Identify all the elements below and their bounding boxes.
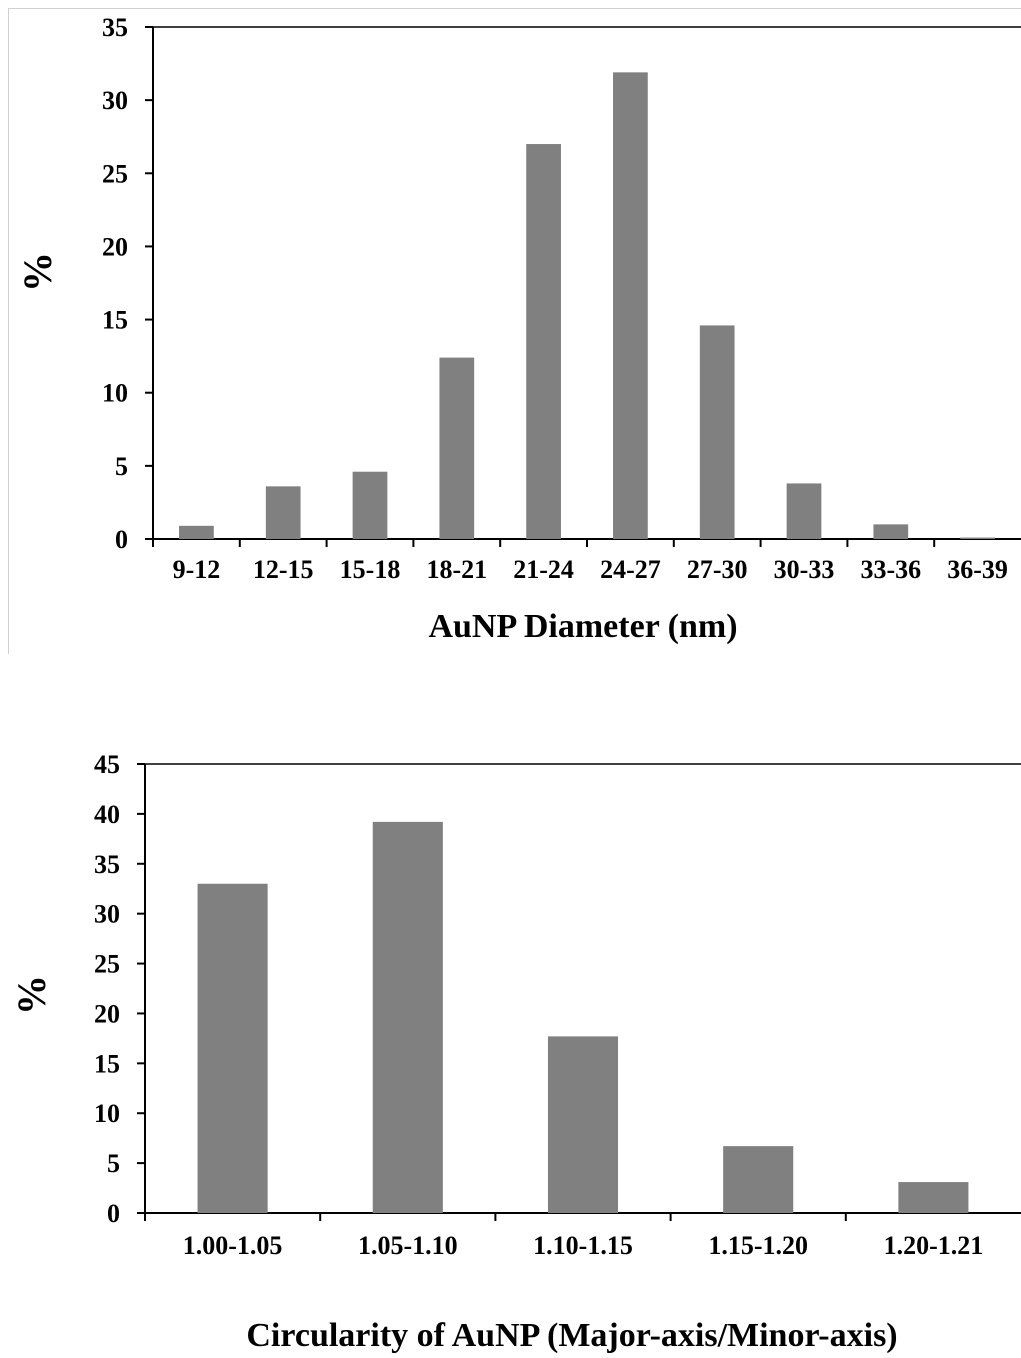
y-tick-label: 10 — [94, 1099, 120, 1128]
y-tick-label: 0 — [107, 1199, 120, 1228]
y-tick-label: 15 — [94, 1049, 120, 1078]
y-tick-label: 5 — [107, 1149, 120, 1178]
circularity-histogram: 0 5 10 15 20 25 30 35 40 45 1.00-1.05 1.05-1.10 1.10… — [9, 750, 1021, 1354]
x-tick-label: 24-27 — [600, 555, 661, 584]
x-tick-label: 15-18 — [340, 555, 401, 584]
bar — [179, 525, 214, 539]
y-tick-label: 35 — [102, 13, 128, 42]
y-tick-label: 25 — [102, 159, 128, 188]
x-tick-label: 27-30 — [687, 555, 748, 584]
bar — [873, 524, 909, 539]
y-tick-label: 20 — [94, 999, 120, 1028]
bar — [960, 537, 995, 539]
x-tick-label: 9-12 — [173, 555, 221, 584]
diameter-histogram: 0 5 10 15 20 25 30 35 9-12 12-15 15-18 18-21 21-24 24… — [15, 13, 1021, 645]
y-tick-label: 10 — [102, 379, 128, 408]
bar — [699, 325, 735, 539]
x-tick-label: 1.05-1.10 — [358, 1231, 458, 1260]
y-axis-title: % — [9, 975, 54, 1015]
bar — [439, 357, 475, 539]
bar — [372, 821, 443, 1213]
y-tick-label: 35 — [94, 850, 120, 879]
bar — [265, 486, 301, 539]
bar — [352, 471, 388, 539]
x-axis-title: AuNP Diameter (nm) — [428, 608, 737, 645]
y-tick-label: 40 — [94, 800, 120, 829]
x-tick-label: 1.15-1.20 — [708, 1231, 808, 1260]
x-tick-label: 18-21 — [426, 555, 487, 584]
bar — [526, 144, 561, 539]
y-tick-label: 25 — [94, 950, 120, 979]
y-tick-label: 30 — [102, 86, 128, 115]
y-tick-label: 20 — [102, 232, 128, 261]
y-tick-label: 0 — [115, 525, 128, 554]
y-tick-label: 15 — [102, 306, 128, 335]
x-tick-label: 36-39 — [947, 555, 1008, 584]
x-tick-label: 12-15 — [253, 555, 314, 584]
bar — [898, 1182, 969, 1213]
x-tick-label: 1.00-1.05 — [183, 1231, 283, 1260]
x-tick-label: 1.10-1.15 — [533, 1231, 633, 1260]
x-tick-label: 33-36 — [860, 555, 921, 584]
y-axis-title: % — [15, 252, 60, 292]
y-tick-label: 45 — [94, 750, 120, 779]
bar — [723, 1146, 794, 1213]
x-tick-label: 30-33 — [774, 555, 835, 584]
y-tick-label: 5 — [115, 452, 128, 481]
bar — [547, 1036, 619, 1213]
x-tick-label: 1.20-1.21 — [884, 1231, 984, 1260]
bar — [613, 72, 648, 539]
x-axis-title: Circularity of AuNP (Major-axis/Minor-ax… — [246, 1317, 897, 1353]
x-tick-label: 21-24 — [513, 555, 574, 584]
y-tick-label: 30 — [94, 900, 120, 929]
bar — [786, 483, 822, 539]
bar — [197, 883, 268, 1213]
